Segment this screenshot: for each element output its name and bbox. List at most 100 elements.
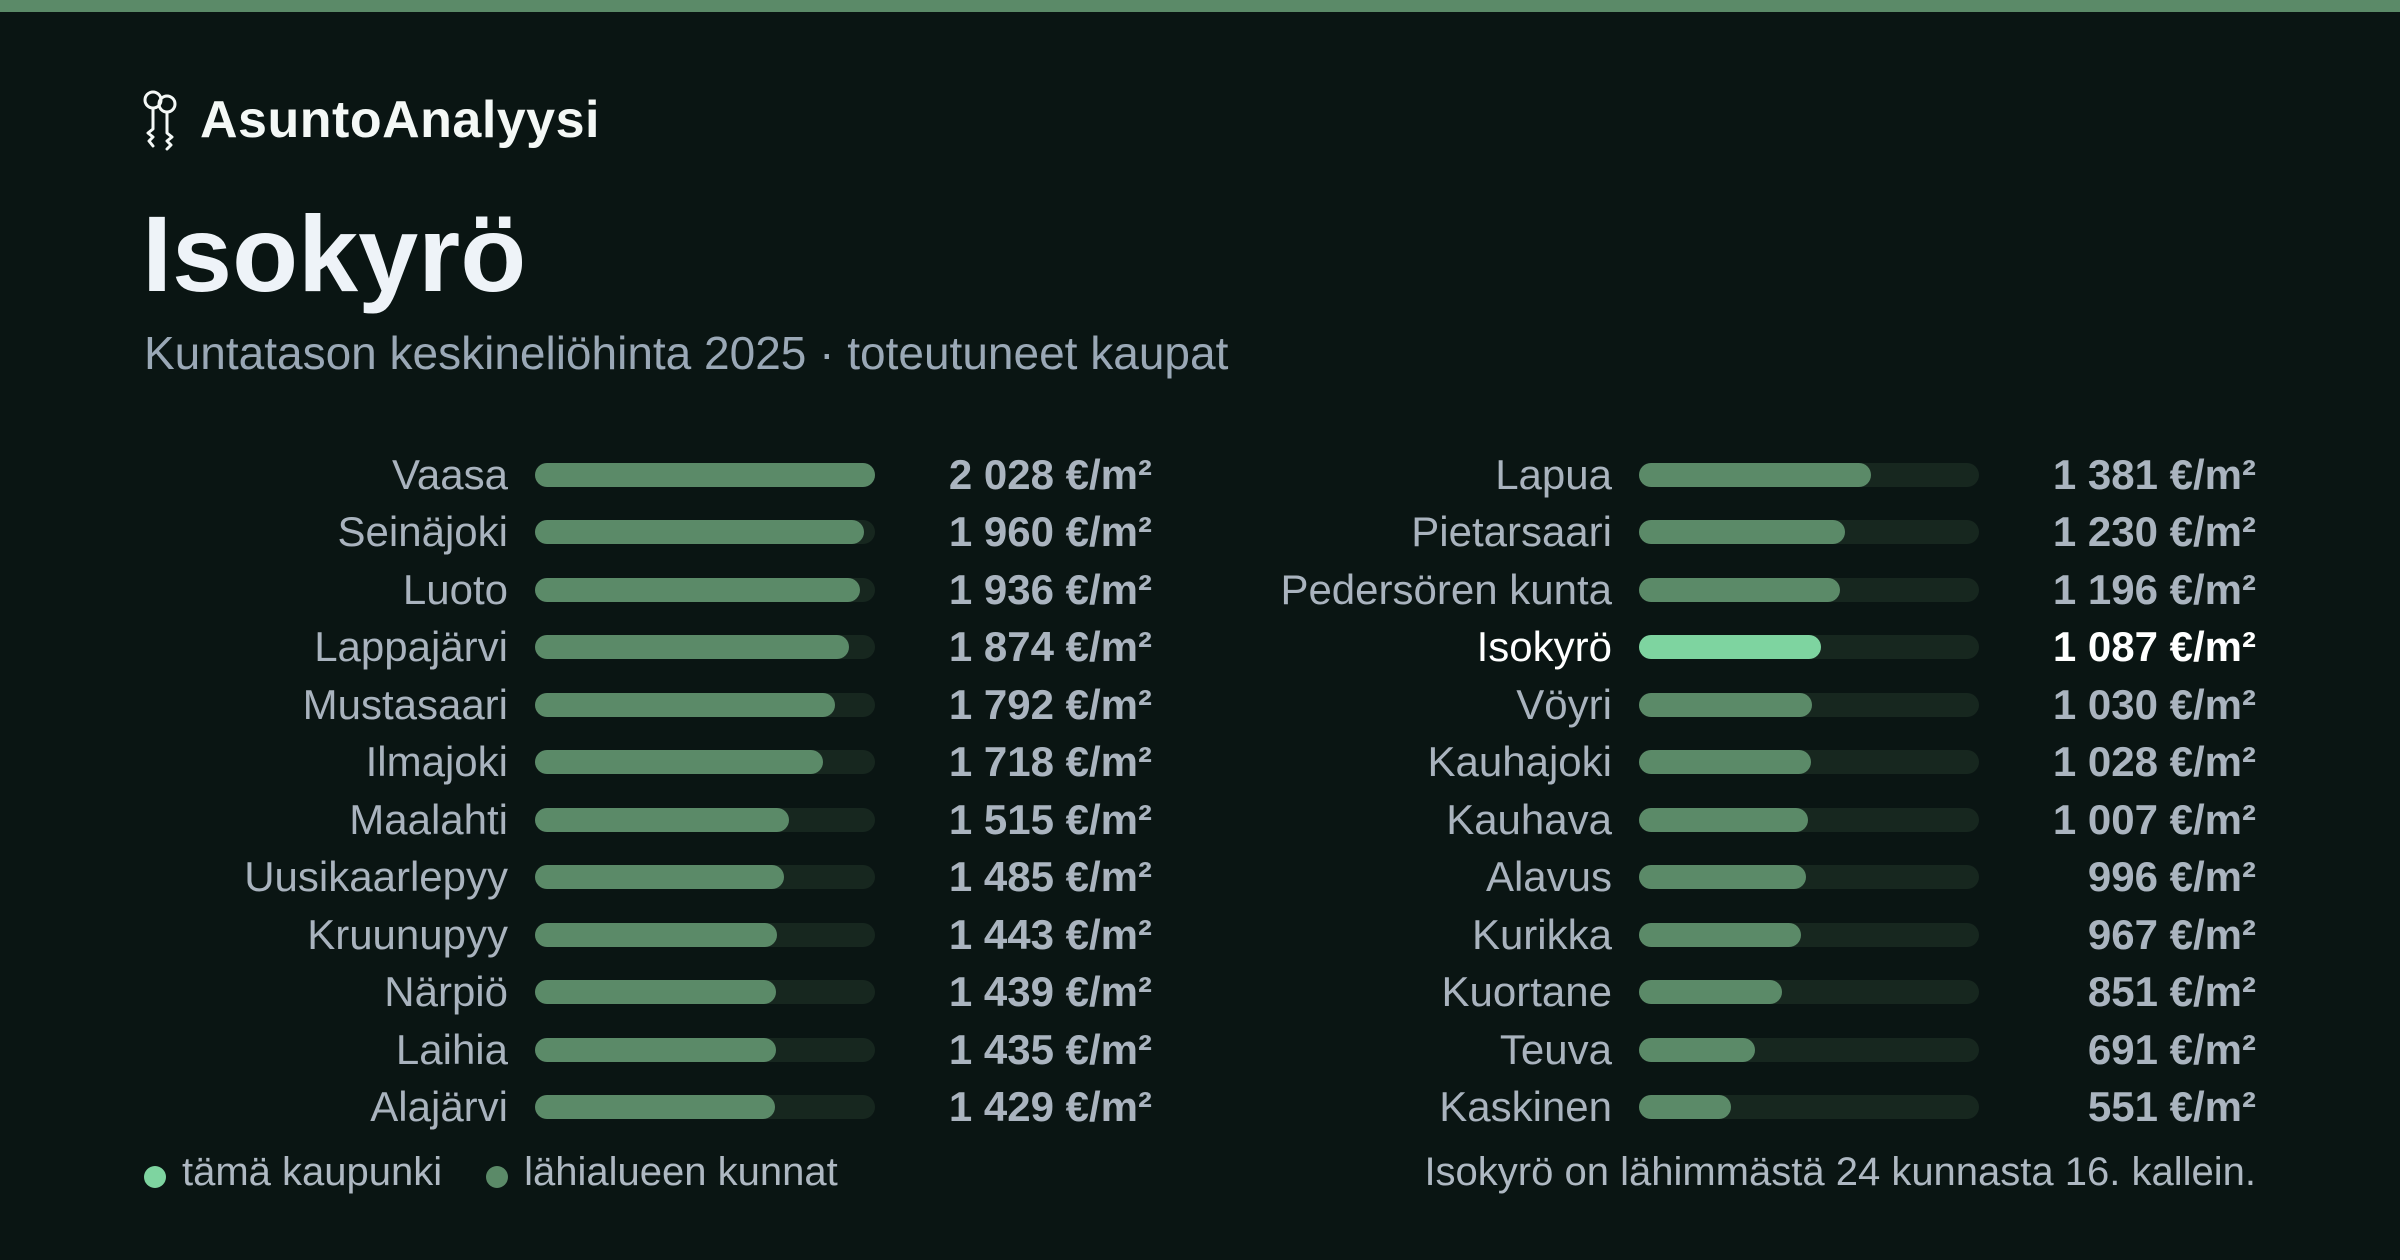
bar xyxy=(535,577,860,602)
bar-value-label: 1 030 €/m² xyxy=(2052,680,2256,728)
bar-track xyxy=(535,750,875,775)
brand: AsuntoAnalyysi xyxy=(140,88,600,152)
bar xyxy=(535,1037,776,1062)
bar-label: Seinäjoki xyxy=(337,508,508,556)
bar-track xyxy=(535,692,875,717)
legend-label-this-city: tämä kaupunki xyxy=(182,1150,443,1194)
bar-value-label: 1 439 €/m² xyxy=(948,968,1152,1016)
bar xyxy=(1639,692,1812,717)
bar-track xyxy=(535,922,875,947)
bar-track xyxy=(535,520,875,545)
bar-label: Vöyri xyxy=(1516,680,1612,728)
bar xyxy=(1639,750,1812,775)
legend-item-this-city: tämä kaupunki xyxy=(144,1150,442,1195)
bar xyxy=(535,692,836,717)
bar-value-label: 1 007 €/m² xyxy=(2052,795,2256,843)
legend-dot-nearby xyxy=(486,1165,509,1188)
bar-label: Ilmajoki xyxy=(365,738,508,786)
bar-label: Pedersören kunta xyxy=(1280,565,1612,613)
bar xyxy=(535,750,824,775)
bar-value-label: 1 028 €/m² xyxy=(2052,738,2256,786)
bar-track xyxy=(1639,980,1979,1005)
bar-label: Teuva xyxy=(1499,1025,1612,1073)
top-accent-bar xyxy=(0,0,2400,12)
bar-track xyxy=(1639,865,1979,890)
bar xyxy=(1639,1094,1732,1119)
bar-label: Lapua xyxy=(1495,451,1612,498)
bar-highlight xyxy=(1639,635,1822,660)
bar-label: Alavus xyxy=(1485,853,1612,901)
bar xyxy=(1639,463,1871,487)
bar-label: Maalahti xyxy=(349,795,508,843)
bar-value-label: 1 515 €/m² xyxy=(948,795,1152,843)
page-subtitle: Kuntatason keskineliöhinta 2025 · toteut… xyxy=(144,327,1229,379)
bar-label: Uusikaarlepyy xyxy=(244,853,508,901)
legend-item-nearby: lähialueen kunnat xyxy=(486,1150,838,1195)
bar-label: Vaasa xyxy=(392,451,508,498)
bar-label: Pietarsaari xyxy=(1411,508,1612,556)
bar-value-label: 2 028 €/m² xyxy=(948,451,1152,498)
bar-value-label: 691 €/m² xyxy=(2087,1025,2256,1073)
bar xyxy=(535,807,789,832)
bar-value-label: 1 443 €/m² xyxy=(948,910,1152,958)
bar xyxy=(535,463,875,487)
bar xyxy=(1639,980,1782,1005)
bar-label: Kruunupyy xyxy=(307,910,508,958)
bar-track xyxy=(1639,692,1979,717)
bar xyxy=(535,520,864,545)
bar-label: Kauhajoki xyxy=(1427,738,1612,786)
bar-label: Alajärvi xyxy=(370,1082,508,1130)
bar-label: Mustasaari xyxy=(302,680,508,728)
bar-track xyxy=(535,1094,875,1119)
bar-track xyxy=(535,865,875,890)
bar xyxy=(1639,865,1806,890)
bar-label: Kaskinen xyxy=(1439,1082,1612,1130)
bar-track xyxy=(535,577,875,602)
bar-label: Kurikka xyxy=(1471,910,1612,958)
bar-value-label: 1 792 €/m² xyxy=(948,680,1152,728)
legend: tämä kaupunki lähialueen kunnat xyxy=(144,1150,838,1195)
bar-value-label: 967 €/m² xyxy=(2087,910,2256,958)
bar xyxy=(535,922,777,947)
bar xyxy=(1639,1037,1755,1062)
bar-value-label: 1 230 €/m² xyxy=(2052,508,2256,556)
bar xyxy=(535,635,850,660)
bar-track xyxy=(1639,922,1979,947)
bar xyxy=(535,865,784,890)
bar-track xyxy=(1639,463,1979,487)
bar-track xyxy=(535,980,875,1005)
rank-note: Isokyrö on lähimmästä 24 kunnasta 16. ka… xyxy=(1424,1150,2256,1194)
bar-label: Luoto xyxy=(402,565,508,613)
bar-value-label: 1 429 €/m² xyxy=(948,1082,1152,1130)
bar-value-label: 1 087 €/m² xyxy=(2052,623,2256,671)
bar-value-label: 1 485 €/m² xyxy=(948,853,1152,901)
bar-label: Kauhava xyxy=(1446,795,1612,843)
bar xyxy=(1639,807,1808,832)
bar-track xyxy=(1639,750,1979,775)
bar-track xyxy=(535,1037,875,1062)
bar-track xyxy=(1639,807,1979,832)
bar-track xyxy=(1639,1094,1979,1119)
bar-track xyxy=(535,807,875,832)
bar-value-label: 551 €/m² xyxy=(2087,1082,2256,1130)
bar-value-label: 1 381 €/m² xyxy=(2052,451,2256,498)
bar-value-label: 1 960 €/m² xyxy=(948,508,1152,556)
legend-label-nearby: lähialueen kunnat xyxy=(524,1150,838,1194)
bar xyxy=(1639,577,1840,602)
bar-track xyxy=(535,463,875,487)
bar xyxy=(535,1094,775,1119)
bar-track xyxy=(1639,1037,1979,1062)
bar-value-label: 1 936 €/m² xyxy=(948,565,1152,613)
bar-label: Kuortane xyxy=(1441,968,1612,1016)
bar-value-label: 1 718 €/m² xyxy=(948,738,1152,786)
bar-track xyxy=(1639,577,1979,602)
bar-track xyxy=(1639,520,1979,545)
page-title: Isokyrö xyxy=(142,193,527,314)
bar-label: Laihia xyxy=(395,1025,508,1073)
bar-label: Lappajärvi xyxy=(314,623,508,671)
bar-value-label: 851 €/m² xyxy=(2087,968,2256,1016)
bar-value-label: 1 196 €/m² xyxy=(2052,565,2256,613)
bar-value-label: 1 435 €/m² xyxy=(948,1025,1152,1073)
bar-value-label: 996 €/m² xyxy=(2087,853,2256,901)
